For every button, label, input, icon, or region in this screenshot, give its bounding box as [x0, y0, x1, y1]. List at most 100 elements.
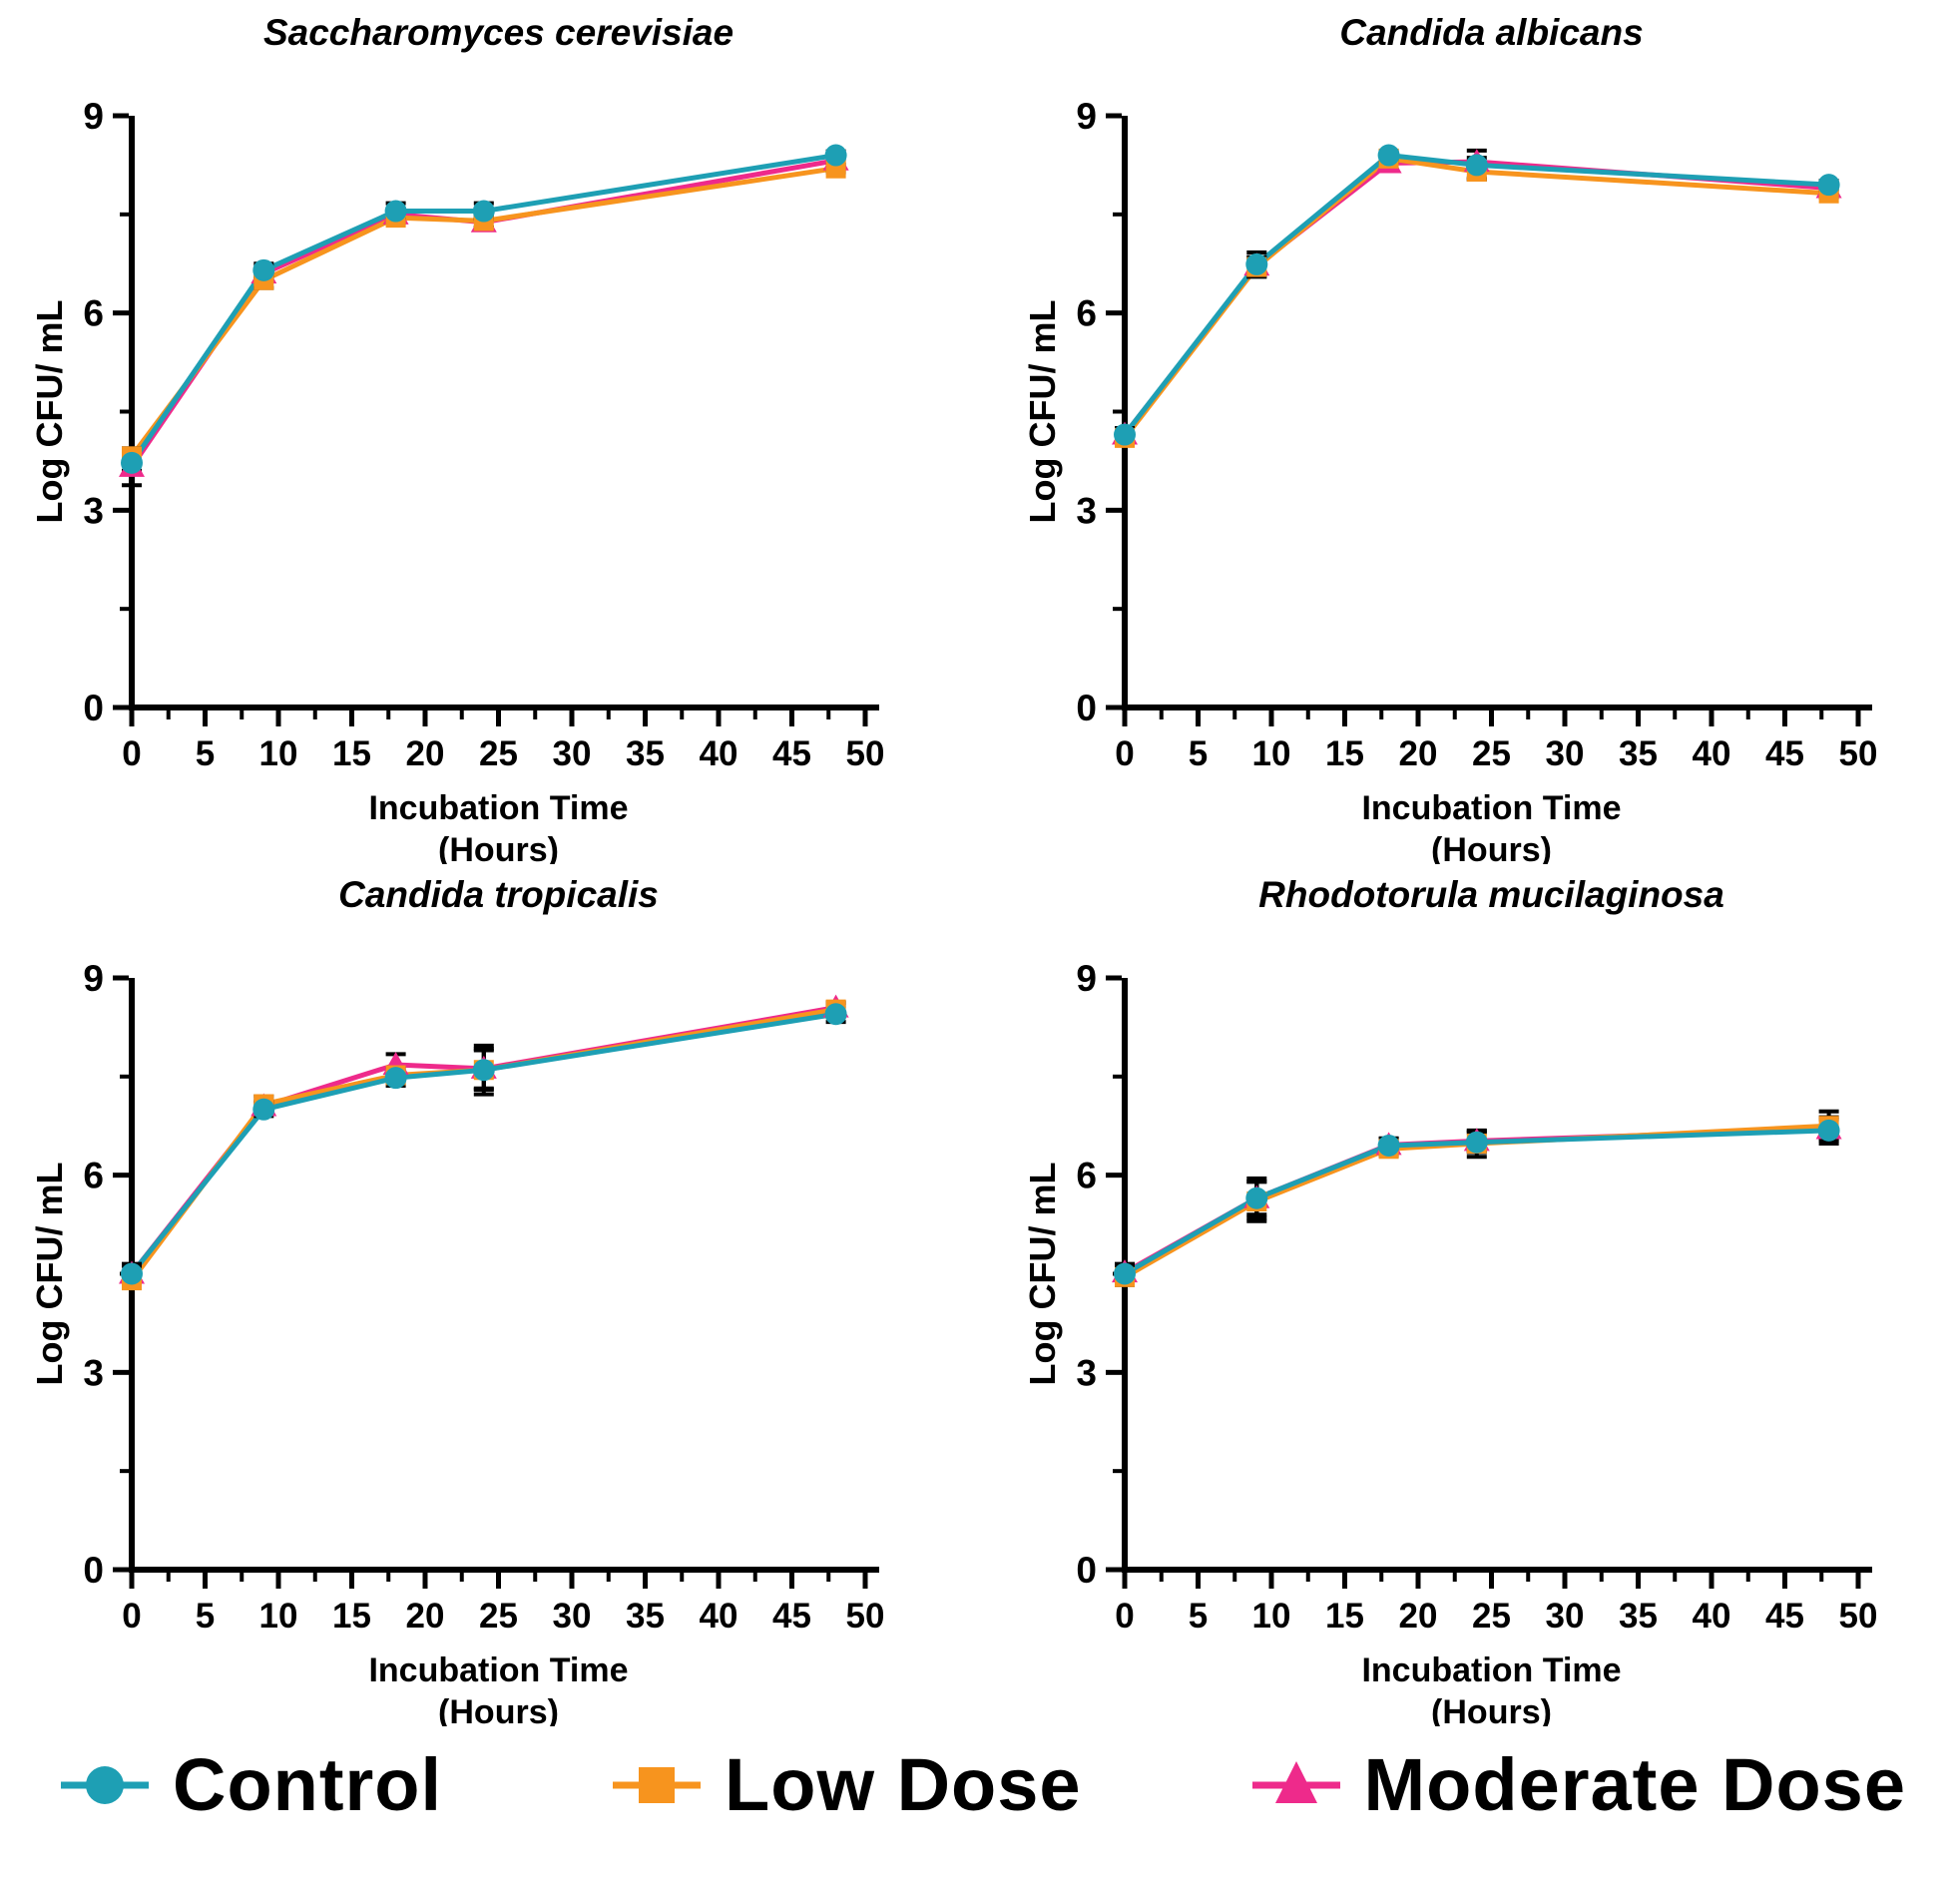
chart-plot-saccharomyces-cerevisiae: 0 5 10 15 20 25 30 35 40 45 50 0 3 6 9 Incubation Time (…	[29, 96, 885, 864]
y-tick-label: 6	[1076, 293, 1097, 334]
series-markers-moderate-dose	[1112, 149, 1842, 445]
data-point	[252, 258, 275, 281]
x-tick-label: 10	[1252, 734, 1291, 773]
data-point	[1114, 423, 1136, 446]
y-axis-label: Log CFU/ mL	[1022, 1163, 1063, 1386]
x-tick-label: 10	[259, 734, 298, 773]
chart-title: Saccharomyces cerevisiae	[262, 12, 735, 53]
y-tick-label: 9	[1076, 958, 1097, 999]
chart-title: Candida tropicalis	[338, 874, 659, 915]
data-point	[252, 1098, 275, 1121]
x-tick-label: 30	[553, 734, 592, 773]
data-point	[121, 451, 143, 474]
x-tick-label: 45	[772, 734, 811, 773]
x-tick-label: 30	[1546, 734, 1585, 773]
error-bars	[1115, 148, 1839, 447]
x-axis-label: Incubation Time	[368, 1651, 628, 1689]
y-tick-label: 9	[1076, 96, 1097, 137]
data-point	[1245, 252, 1268, 275]
chart-title: Candida albicans	[1339, 12, 1644, 53]
x-tick-label: 45	[772, 1597, 811, 1636]
x-tick-label: 25	[479, 1597, 518, 1636]
x-tick-label: 40	[1693, 1597, 1731, 1636]
chart-panel-saccharomyces-cerevisiae: Saccharomyces cerevisiae 0 5 10 15 20 25 30 35 4…	[22, 10, 960, 864]
x-tick-label: 10	[259, 1597, 298, 1636]
x-tick-label: 35	[626, 734, 665, 773]
chart-grid: Saccharomyces cerevisiae 0 5 10 15 20 25 30 35 4…	[22, 10, 1953, 1726]
y-tick-label: 3	[1076, 1352, 1097, 1393]
x-tick-label: 15	[1325, 734, 1364, 773]
data-point	[472, 1059, 495, 1082]
x-axis-label: Incubation Time	[368, 789, 628, 827]
y-tick-label: 9	[83, 958, 104, 999]
x-tick-label: 25	[1472, 1597, 1511, 1636]
data-point	[824, 1003, 847, 1026]
data-point	[384, 200, 407, 223]
data-point	[1817, 174, 1840, 197]
x-tick-label: 5	[196, 734, 215, 773]
series-markers-moderate-dose	[119, 994, 849, 1284]
data-point	[1377, 144, 1400, 167]
y-ticks: 0 3 6 9	[83, 96, 129, 728]
legend-label-moderate-dose: Moderate Dose	[1363, 1743, 1906, 1826]
y-tick-label: 9	[83, 96, 104, 137]
x-tick-label: 20	[1399, 734, 1438, 773]
x-axis-label: Incubation Time	[1361, 789, 1621, 827]
y-axis-label: Log CFU/ mL	[29, 1163, 70, 1386]
x-ticks: 0 5 10 15 20 25 30 35 40 45 50	[1115, 1573, 1877, 1636]
x-tick-label: 0	[122, 1597, 141, 1636]
y-tick-label: 6	[1076, 1156, 1097, 1196]
x-tick-label: 20	[1399, 1597, 1438, 1636]
x-tick-label: 15	[332, 734, 371, 773]
y-tick-label: 3	[83, 490, 104, 531]
x-tick-label: 10	[1252, 1597, 1291, 1636]
x-tick-label: 40	[1693, 734, 1731, 773]
x-tick-label: 50	[1839, 1597, 1878, 1636]
series-line-control	[1123, 152, 1829, 437]
data-point	[1377, 1135, 1400, 1158]
y-ticks: 0 3 6 9	[83, 958, 129, 1591]
x-axis-label-units: (Hours)	[1431, 831, 1552, 864]
data-point	[824, 144, 847, 167]
y-tick-label: 0	[1076, 688, 1097, 728]
legend-label-control: Control	[173, 1743, 443, 1826]
x-tick-label: 0	[1115, 1597, 1134, 1636]
y-tick-label: 6	[83, 293, 104, 334]
axes	[1122, 978, 1872, 1573]
x-tick-label: 50	[846, 1597, 885, 1636]
x-tick-label: 45	[1765, 734, 1804, 773]
y-tick-label: 3	[83, 1352, 104, 1393]
x-tick-label: 5	[196, 1597, 215, 1636]
x-tick-label: 25	[479, 734, 518, 773]
series-markers-low-dose	[1115, 148, 1839, 448]
series-markers-control	[1114, 1119, 1840, 1285]
x-tick-label: 50	[846, 734, 885, 773]
x-tick-label: 25	[1472, 734, 1511, 773]
x-tick-label: 5	[1189, 734, 1208, 773]
x-tick-label: 0	[122, 734, 141, 773]
chart-plot-rhodotorula-mucilaginosa: 0 5 10 15 20 25 30 35 40 45 50 0 3 6 9 Incubation Time (…	[1022, 958, 1877, 1726]
series-markers-control	[121, 144, 847, 474]
y-axis-label: Log CFU/ mL	[29, 300, 70, 524]
moderate-dose-triangle-icon	[1251, 1760, 1340, 1803]
y-tick-label: 3	[1076, 490, 1097, 531]
x-tick-label: 45	[1765, 1597, 1804, 1636]
chart-panel-candida-tropicalis: Candida tropicalis 0 5 10 15 20 25 30 35 40 45 50 0…	[22, 872, 960, 1726]
x-tick-label: 35	[1619, 1597, 1658, 1636]
x-tick-label: 0	[1115, 734, 1134, 773]
chart-panel-rhodotorula-mucilaginosa: Rhodotorula mucilaginosa 0 5 10 15 20 25 30 35 4…	[1015, 872, 1953, 1726]
data-point	[1817, 1119, 1840, 1142]
x-ticks: 0 5 10 15 20 25 30 35 40 45 50	[122, 1573, 884, 1636]
x-tick-label: 35	[626, 1597, 665, 1636]
legend-item-control: Control	[55, 1742, 442, 1827]
x-axis-label: Incubation Time	[1361, 1651, 1621, 1689]
data-point	[384, 1067, 407, 1090]
x-ticks: 0 5 10 15 20 25 30 35 40 45 50	[1115, 710, 1877, 773]
x-tick-label: 15	[332, 1597, 371, 1636]
control-circle-icon	[61, 1765, 149, 1804]
legend: Control Low Dose Moderate Dose	[0, 1742, 1960, 1827]
y-tick-label: 0	[83, 1550, 104, 1591]
y-ticks: 0 3 6 9	[1076, 958, 1122, 1591]
data-point	[1465, 154, 1488, 177]
